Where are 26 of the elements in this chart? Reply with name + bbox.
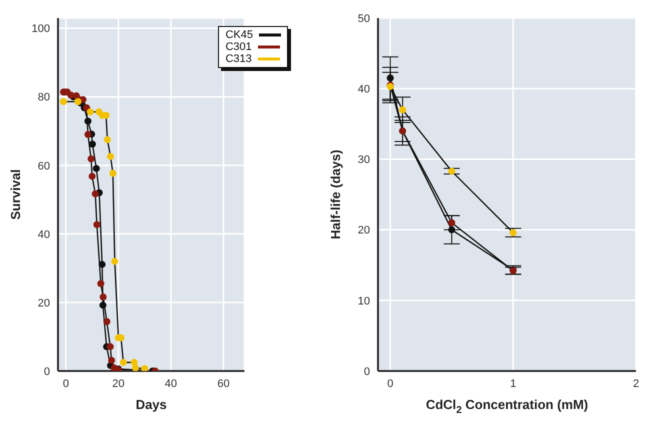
y-tick-label: 100 — [32, 23, 50, 36]
y-tick-label: 30 — [358, 154, 370, 166]
x-tick-label: 60 — [217, 378, 230, 390]
legend-label: C301 — [225, 41, 252, 53]
y-axis-title: Survival — [8, 169, 23, 220]
y-tick-label: 20 — [38, 297, 50, 310]
x-tick-label: 0 — [387, 378, 394, 390]
y-tick-label: 40 — [358, 84, 370, 96]
y-tick-label: 20 — [358, 224, 370, 237]
legend-label: CK45 — [225, 29, 253, 41]
y-tick-label: 80 — [38, 92, 50, 104]
x-axis-title: Days — [136, 397, 167, 412]
y-axis-title: Half-life (days) — [328, 150, 343, 240]
x-tick-label: 2 — [632, 378, 640, 390]
x-tick-label: 1 — [510, 378, 516, 390]
x-tick-label: 0 — [62, 378, 69, 390]
y-tick-label: 0 — [44, 366, 50, 378]
y-tick-label: 50 — [358, 12, 370, 25]
y-tick-label: 40 — [38, 228, 50, 241]
x-axis-title: CdCl$_{2}$ Concentration (mM) — [426, 397, 588, 416]
y-tick-label: 60 — [38, 160, 50, 172]
legend-label: C313 — [225, 53, 252, 65]
x-tick-label: 40 — [164, 378, 178, 390]
x-tick-label: 20 — [112, 378, 125, 390]
y-tick-label: 0 — [364, 366, 370, 378]
y-tick-label: 10 — [358, 295, 370, 308]
